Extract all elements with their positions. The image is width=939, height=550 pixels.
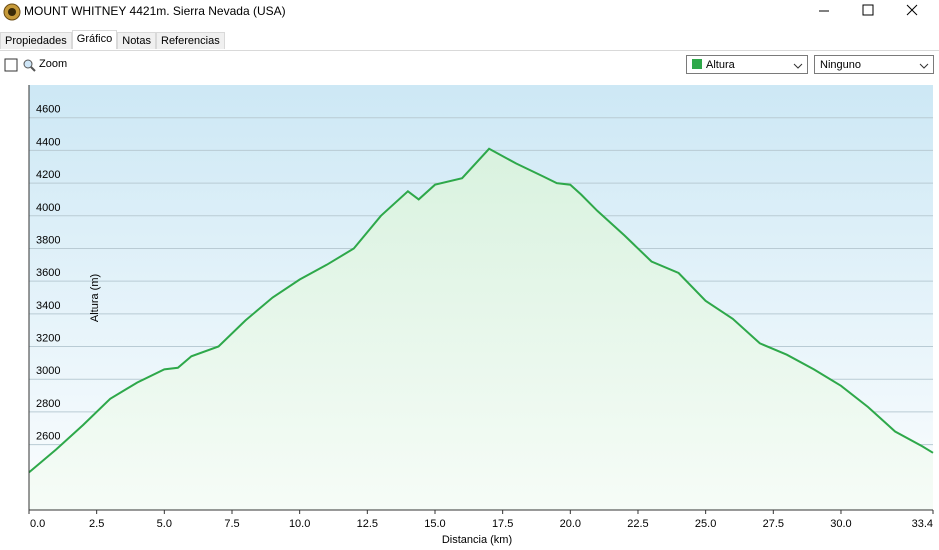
x-tick-label: 10.0: [289, 518, 310, 530]
x-tick-label: 2.5: [89, 518, 104, 530]
tab[interactable]: Notas: [117, 32, 156, 49]
x-tick-label: 15.0: [424, 518, 445, 530]
tab[interactable]: Propiedades: [0, 32, 72, 49]
legend-label: Altura: [706, 59, 735, 71]
y-tick-label: 4000: [36, 202, 60, 214]
zoom-label[interactable]: Zoom: [39, 58, 68, 70]
secondary-select[interactable]: Ninguno: [814, 55, 934, 74]
x-tick-label: 0.0: [30, 518, 45, 530]
window-controls[interactable]: [809, 0, 939, 24]
x-tick-label: 33.4: [912, 518, 933, 530]
tab[interactable]: Referencias: [156, 32, 225, 49]
zoom-controls[interactable]: [4, 57, 44, 77]
tab-bar: Propiedades Gráfico Notas Referencias: [0, 30, 939, 51]
x-tick-label: 27.5: [763, 518, 784, 530]
legend-swatch: [692, 59, 702, 69]
title-bar: MOUNT WHITNEY 4421m. Sierra Nevada (USA): [0, 0, 939, 24]
close[interactable]: [906, 4, 918, 16]
x-tick-label: 30.0: [830, 518, 851, 530]
x-tick-label: 17.5: [492, 518, 513, 530]
x-tick-label: 25.0: [695, 518, 716, 530]
line: [28, 147, 934, 474]
x-tick-label: 5.0: [157, 518, 172, 530]
y-tick-label: 2600: [36, 431, 60, 443]
x-tick-label: 22.5: [627, 518, 648, 530]
area-fill: [29, 148, 933, 511]
toolbar: Zoom Altura Ninguno: [0, 54, 939, 78]
x-tick-label: 12.5: [357, 518, 378, 530]
x-tick-label: 7.5: [224, 518, 239, 530]
y-tick-label: 2800: [36, 398, 60, 410]
tab[interactable]: Gráfico: [71, 30, 118, 49]
x-tick-label: 20.0: [560, 518, 581, 530]
chart: Altura (m) Distancia (km) 24002600280030…: [28, 85, 934, 546]
y-axis-title: Altura (m): [89, 274, 101, 322]
y-tick-label: 3800: [36, 234, 60, 246]
y-tick-label: 3600: [36, 267, 60, 279]
select-label: Ninguno: [820, 59, 861, 71]
maximize[interactable]: [862, 4, 874, 16]
y-tick-label: 3400: [36, 300, 60, 312]
app-icon: [3, 3, 21, 21]
checkbox[interactable]: [4, 58, 18, 72]
y-tick-label: 4600: [36, 104, 60, 116]
y-tick-label: 4400: [36, 136, 60, 148]
series-select[interactable]: Altura: [686, 55, 808, 74]
window-title: MOUNT WHITNEY 4421m. Sierra Nevada (USA): [24, 4, 286, 18]
y-tick-label: 3200: [36, 333, 60, 345]
y-tick-label: 3000: [36, 365, 60, 377]
y-tick-label: 4200: [36, 169, 60, 181]
x-axis-title: Distancia (km): [442, 534, 512, 546]
